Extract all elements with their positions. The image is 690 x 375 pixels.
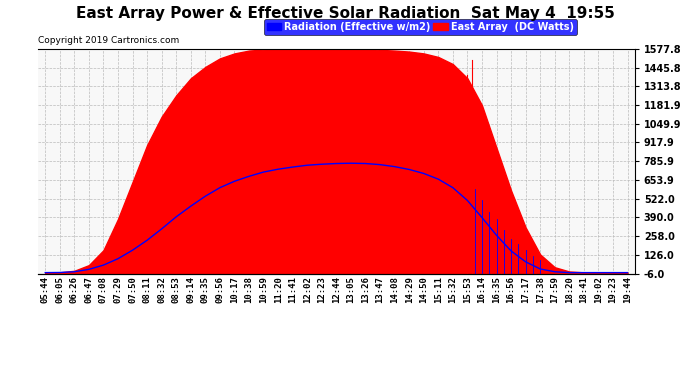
Legend: Radiation (Effective w/m2), East Array  (DC Watts): Radiation (Effective w/m2), East Array (… — [264, 19, 577, 34]
Text: 13:05: 13:05 — [346, 276, 355, 303]
Text: 09:35: 09:35 — [201, 276, 210, 303]
Text: 07:29: 07:29 — [114, 276, 123, 303]
Text: 14:29: 14:29 — [404, 276, 414, 303]
Text: 10:59: 10:59 — [259, 276, 268, 303]
Text: 15:11: 15:11 — [434, 276, 443, 303]
Text: 13:26: 13:26 — [361, 276, 370, 303]
Text: 12:44: 12:44 — [332, 276, 341, 303]
Text: 14:50: 14:50 — [420, 276, 428, 303]
Text: 16:14: 16:14 — [477, 276, 486, 303]
Text: 12:23: 12:23 — [317, 276, 326, 303]
Text: 10:17: 10:17 — [230, 276, 239, 303]
Text: 11:20: 11:20 — [274, 276, 283, 303]
Text: 19:23: 19:23 — [609, 276, 618, 303]
Text: 12:02: 12:02 — [303, 276, 312, 303]
Text: 14:08: 14:08 — [390, 276, 399, 303]
Text: 16:56: 16:56 — [506, 276, 515, 303]
Text: 18:20: 18:20 — [565, 276, 574, 303]
Text: 19:02: 19:02 — [594, 276, 603, 303]
Text: 15:53: 15:53 — [463, 276, 472, 303]
Text: 09:14: 09:14 — [186, 276, 195, 303]
Text: 19:44: 19:44 — [623, 276, 632, 303]
Text: 17:38: 17:38 — [535, 276, 544, 303]
Text: 09:56: 09:56 — [215, 276, 224, 303]
Text: 07:08: 07:08 — [99, 276, 108, 303]
Text: 17:59: 17:59 — [550, 276, 559, 303]
Text: 08:32: 08:32 — [157, 276, 166, 303]
Text: 08:11: 08:11 — [143, 276, 152, 303]
Text: 17:17: 17:17 — [521, 276, 530, 303]
Text: 11:41: 11:41 — [288, 276, 297, 303]
Text: 15:32: 15:32 — [448, 276, 457, 303]
Text: 06:47: 06:47 — [84, 276, 93, 303]
Text: 07:50: 07:50 — [128, 276, 137, 303]
Text: 13:47: 13:47 — [375, 276, 384, 303]
Text: 16:35: 16:35 — [492, 276, 501, 303]
Text: East Array Power & Effective Solar Radiation  Sat May 4  19:55: East Array Power & Effective Solar Radia… — [76, 6, 614, 21]
Text: 06:26: 06:26 — [70, 276, 79, 303]
Text: 05:44: 05:44 — [41, 276, 50, 303]
Text: 08:53: 08:53 — [172, 276, 181, 303]
Text: Copyright 2019 Cartronics.com: Copyright 2019 Cartronics.com — [38, 36, 179, 45]
Text: 06:05: 06:05 — [55, 276, 64, 303]
Text: 18:41: 18:41 — [580, 276, 589, 303]
Text: 10:38: 10:38 — [244, 276, 253, 303]
